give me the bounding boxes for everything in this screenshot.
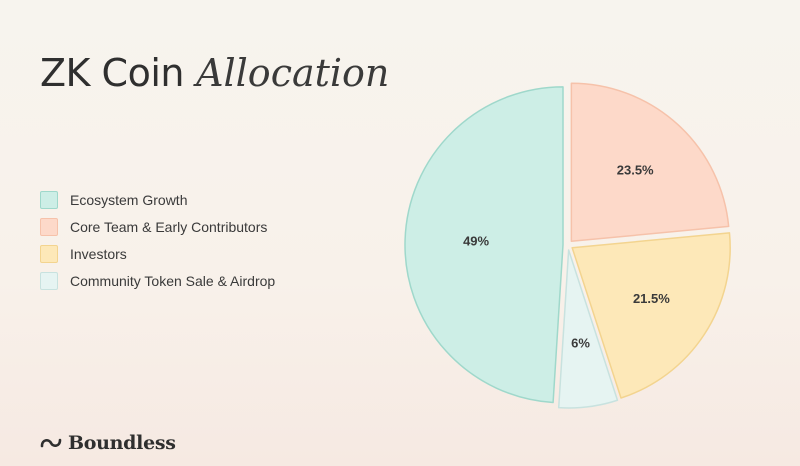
legend-swatch (40, 245, 58, 263)
chart-title: ZK Coin Allocation (40, 50, 389, 96)
legend: Ecosystem Growth Core Team & Early Contr… (40, 190, 275, 298)
pie-slice (404, 86, 564, 404)
legend-item-ecosystem-growth: Ecosystem Growth (40, 190, 275, 210)
legend-swatch (40, 218, 58, 236)
legend-item-core-team: Core Team & Early Contributors (40, 217, 275, 237)
pie-slice (571, 232, 731, 399)
legend-label: Community Token Sale & Airdrop (70, 273, 276, 289)
title-accent: Allocation (196, 51, 390, 95)
pie-slice (570, 82, 730, 243)
legend-swatch (40, 272, 58, 290)
brand-name: Boundless (68, 432, 176, 454)
brand: Boundless (40, 432, 176, 454)
legend-item-investors: Investors (40, 244, 275, 264)
legend-item-community-sale: Community Token Sale & Airdrop (40, 271, 275, 291)
boundless-logo-icon (40, 438, 62, 448)
legend-label: Core Team & Early Contributors (70, 219, 268, 235)
slice-label: 23.5% (617, 163, 654, 178)
legend-label: Ecosystem Growth (70, 192, 188, 208)
legend-label: Investors (70, 246, 127, 262)
slice-label: 49% (463, 234, 489, 249)
slice-label: 6% (571, 335, 590, 350)
pie-slice (557, 249, 619, 409)
title-main: ZK Coin (40, 51, 184, 95)
slice-label: 21.5% (633, 291, 670, 306)
legend-swatch (40, 191, 58, 209)
